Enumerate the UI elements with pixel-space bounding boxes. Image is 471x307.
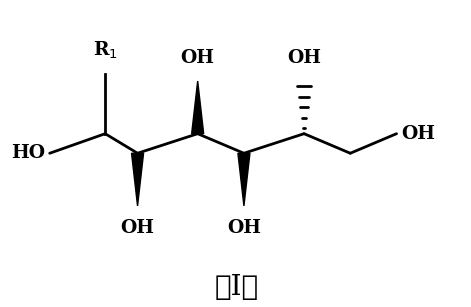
Text: （I）: （I） — [215, 274, 259, 301]
Text: OH: OH — [287, 49, 321, 68]
Text: OH: OH — [181, 49, 215, 68]
Text: R$_1$: R$_1$ — [93, 40, 118, 61]
Text: HO: HO — [11, 144, 45, 162]
Text: OH: OH — [401, 125, 435, 143]
Text: OH: OH — [227, 220, 261, 237]
Polygon shape — [238, 153, 250, 206]
Polygon shape — [192, 81, 203, 134]
Text: OH: OH — [121, 220, 154, 237]
Polygon shape — [131, 153, 144, 206]
